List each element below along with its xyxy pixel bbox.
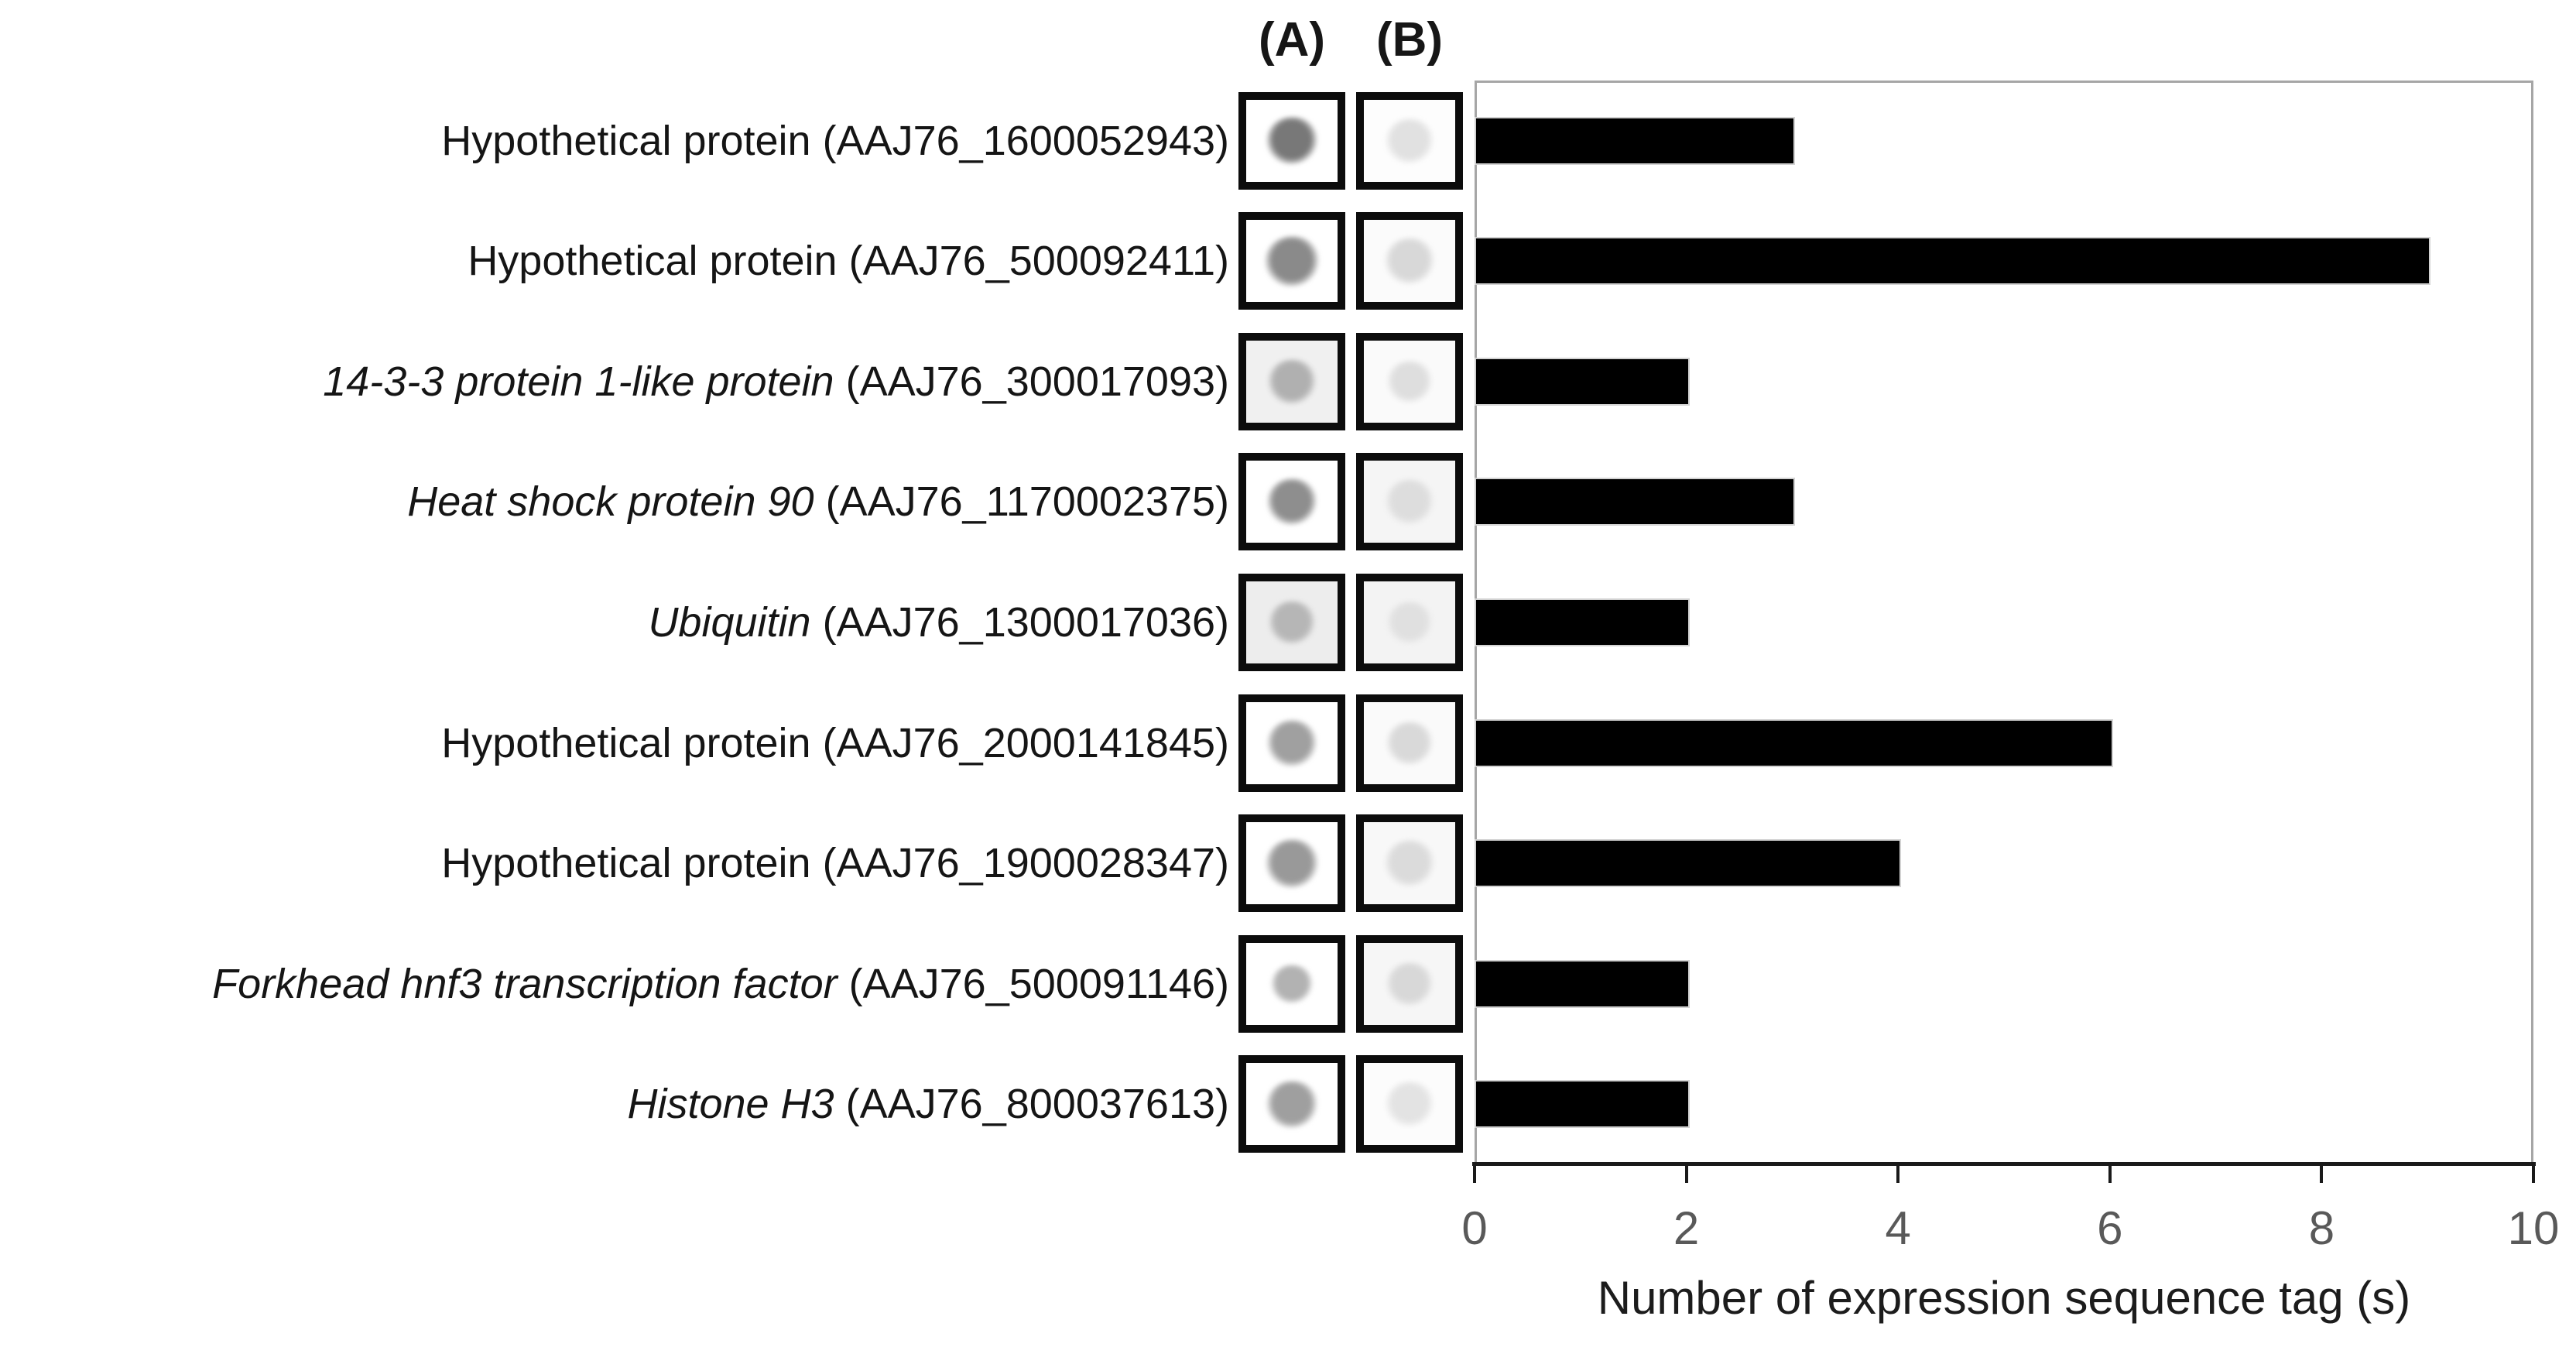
blot-dot-b [1386,118,1434,163]
blot-box-b [1356,91,1463,190]
blot-dot-a [1268,358,1316,404]
gene-name: Heat shock protein 90 [407,478,814,526]
row-label: Hypothetical protein (AAJ76_1600052943) [441,108,1229,173]
accession-id: (AAJ76_500091146) [848,960,1229,1007]
blot-dot-a [1266,117,1317,165]
est-count-bar [1475,237,2430,286]
blot-dot-b [1386,962,1433,1006]
est-count-bar [1475,478,1795,526]
row-label: Forkhead hnf3 transcription factor (AAJ7… [212,951,1229,1016]
row-label: Histone H3 (AAJ76_800037613) [627,1071,1229,1136]
blot-dot-a [1271,964,1313,1003]
blot-dot-a [1269,601,1315,644]
x-tick-mark [1473,1164,1476,1183]
row-label: Hypothetical protein (AAJ76_500092411) [468,228,1229,293]
x-tick-label: 2 [1673,1202,1700,1254]
blot-box-a [1238,1055,1345,1153]
blot-dot-b [1387,602,1432,643]
x-tick-mark [2320,1164,2324,1183]
accession-id: (AAJ76_300017093) [845,358,1229,405]
blot-dot-b [1386,721,1433,765]
blot-dot-b [1385,238,1434,285]
est-count-bar [1475,598,1690,646]
x-tick-label: 0 [1461,1202,1488,1254]
blot-dot-b [1385,840,1434,887]
gene-name: Hypothetical protein [468,238,838,285]
column-a-header: (A) [1258,13,1326,67]
gene-name: Forkhead hnf3 transcription factor [212,960,838,1007]
blot-box-a [1238,332,1345,430]
est-count-bar [1475,959,1690,1008]
gene-name: Hypothetical protein [441,117,811,164]
accession-id: (AAJ76_1300017036) [822,599,1229,646]
blot-dot-a [1266,1080,1317,1128]
x-tick-label: 6 [2097,1202,2123,1254]
x-tick-mark [2532,1164,2535,1183]
blot-dot-a [1265,235,1319,286]
x-tick-label: 8 [2308,1202,2335,1254]
blot-box-a [1238,934,1345,1033]
blot-box-a [1238,574,1345,671]
x-tick-mark [2108,1164,2112,1183]
est-count-bar [1475,357,1690,406]
accession-id: (AAJ76_500092411) [848,238,1229,285]
blot-box-a [1238,453,1345,551]
blot-box-b [1356,212,1463,310]
blot-dot-a [1266,838,1318,888]
blot-box-b [1356,694,1463,792]
gene-name: Hypothetical protein [441,719,811,766]
blot-box-a [1238,91,1345,190]
row-label: Ubiquitin (AAJ76_1300017036) [648,590,1229,655]
x-tick-mark [1896,1164,1900,1183]
gene-name: Ubiquitin [648,599,811,646]
gene-name: Histone H3 [627,1081,834,1128]
x-axis-line [1472,1162,2536,1166]
blot-box-b [1356,453,1463,551]
est-count-bar [1475,116,1795,165]
x-axis-title: Number of expression sequence tag (s) [1597,1272,2411,1324]
gene-name: 14-3-3 protein 1-like protein [323,358,834,405]
accession-id: (AAJ76_1600052943) [822,117,1229,164]
est-count-bar [1475,718,2113,767]
x-tick-mark [1684,1164,1688,1183]
x-tick-label: 4 [1885,1202,1911,1254]
row-label: 14-3-3 protein 1-like protein (AAJ76_300… [323,349,1229,414]
row-label: Hypothetical protein (AAJ76_1900028347) [441,831,1229,896]
blot-box-a [1238,814,1345,913]
blot-dot-b [1386,1081,1434,1127]
blot-box-b [1356,814,1463,913]
est-count-bar [1475,1080,1690,1129]
accession-id: (AAJ76_1170002375) [825,478,1229,526]
accession-id: (AAJ76_1900028347) [822,840,1229,887]
blot-box-a [1238,212,1345,310]
row-label: Heat shock protein 90 (AAJ76_1170002375) [407,469,1229,534]
blot-dot-a [1267,478,1317,526]
blot-box-b [1356,332,1463,430]
accession-id: (AAJ76_2000141845) [822,719,1229,766]
blot-dot-b [1387,360,1432,403]
blot-dot-b [1386,479,1434,525]
row-label: Hypothetical protein (AAJ76_2000141845) [441,711,1229,776]
column-b-header: (B) [1375,13,1444,67]
blot-box-b [1356,574,1463,671]
gene-name: Hypothetical protein [441,840,811,887]
est-count-bar [1475,839,1901,888]
blot-box-b [1356,1055,1463,1153]
blot-dot-a [1267,719,1317,766]
accession-id: (AAJ76_800037613) [845,1081,1229,1128]
blot-box-b [1356,934,1463,1033]
blot-box-a [1238,694,1345,792]
x-tick-label: 10 [2507,1202,2560,1254]
